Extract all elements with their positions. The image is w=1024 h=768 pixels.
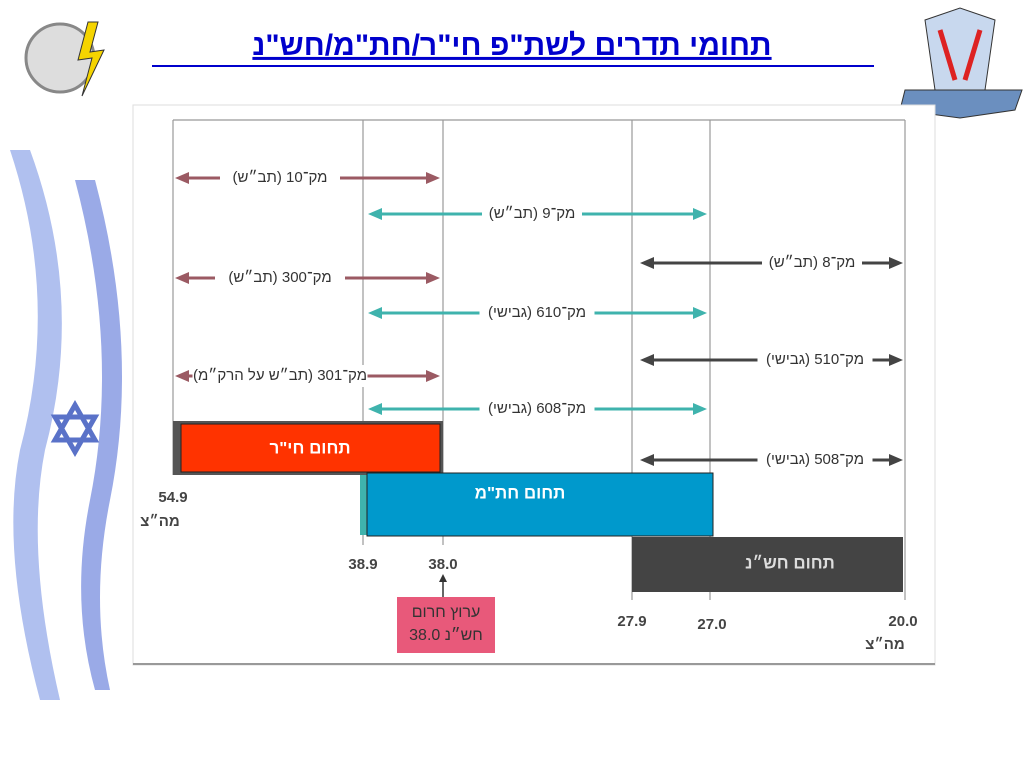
emergency-arrow-head (439, 574, 447, 582)
logo-right (899, 7, 1023, 119)
title: תחומי תדרים לשת"פ חי"ר/חת"מ/חש"נ (252, 29, 771, 62)
decor-stripe (75, 180, 122, 690)
arrow-head (426, 272, 440, 284)
band-label: תחום חת"מ (475, 483, 566, 502)
arrow-head (693, 208, 707, 220)
band-label: תחום חי"ר (269, 438, 350, 457)
label-bg (479, 398, 595, 420)
band-box (180, 423, 441, 473)
arrow-head (889, 257, 903, 269)
band-box (366, 472, 714, 537)
tick-label: 38.0 (428, 556, 457, 573)
emergency-label: חש״נ 38.0 (409, 627, 483, 644)
emergency-box (397, 597, 495, 653)
tick-label: 54.9 (158, 489, 187, 506)
arrow-head (175, 272, 189, 284)
tick-label: 27.9 (617, 613, 646, 630)
logo-left (24, 21, 105, 97)
arrow-head (426, 370, 440, 382)
arrow-head (640, 354, 654, 366)
arrow-head (640, 454, 654, 466)
range-label: מק־10 (תב״ש) (233, 169, 328, 186)
tick-label: 20.0 (888, 613, 917, 630)
arrow-head (368, 208, 382, 220)
star-of-david (50, 399, 100, 458)
unit-label: מה״צ (865, 636, 905, 653)
range-label: מק־608 (גבישי) (488, 400, 586, 417)
label-bg (762, 252, 862, 274)
arrow-head (889, 354, 903, 366)
arrow-head (640, 257, 654, 269)
band-shadow (360, 475, 368, 535)
label-bg (215, 267, 345, 289)
unit-label: מה״צ (140, 513, 180, 530)
emergency-label: ערוץ חרום (412, 604, 481, 621)
arrow-head (693, 403, 707, 415)
range-label: מק־9 (תב״ש) (489, 205, 576, 222)
label-bg (220, 167, 340, 189)
arrow-head (368, 307, 382, 319)
label-bg (479, 302, 595, 324)
arrow-head (368, 403, 382, 415)
range-label: מק־610 (גבישי) (488, 304, 586, 321)
label-bg (192, 365, 368, 387)
band-label: תחום חש״נ (745, 553, 835, 572)
band-box (632, 537, 903, 592)
label-bg (757, 349, 873, 371)
decor-stripe (10, 150, 62, 700)
arrow-head (426, 172, 440, 184)
label-bg (757, 449, 873, 471)
range-label: מק־301 (תב״ש על הרק״מ) (193, 367, 367, 384)
range-label: מק־8 (תב״ש) (769, 254, 856, 271)
label-bg (482, 203, 582, 225)
range-label: מק־508 (גבישי) (766, 451, 864, 468)
tick-label: 27.0 (697, 616, 726, 633)
tick-label: 38.9 (348, 556, 377, 573)
arrow-head (889, 454, 903, 466)
arrow-head (175, 172, 189, 184)
arrow-head (175, 370, 189, 382)
arrow-head (693, 307, 707, 319)
range-label: מק־300 (תב״ש) (228, 269, 331, 286)
range-label: מק־510 (גבישי) (766, 351, 864, 368)
